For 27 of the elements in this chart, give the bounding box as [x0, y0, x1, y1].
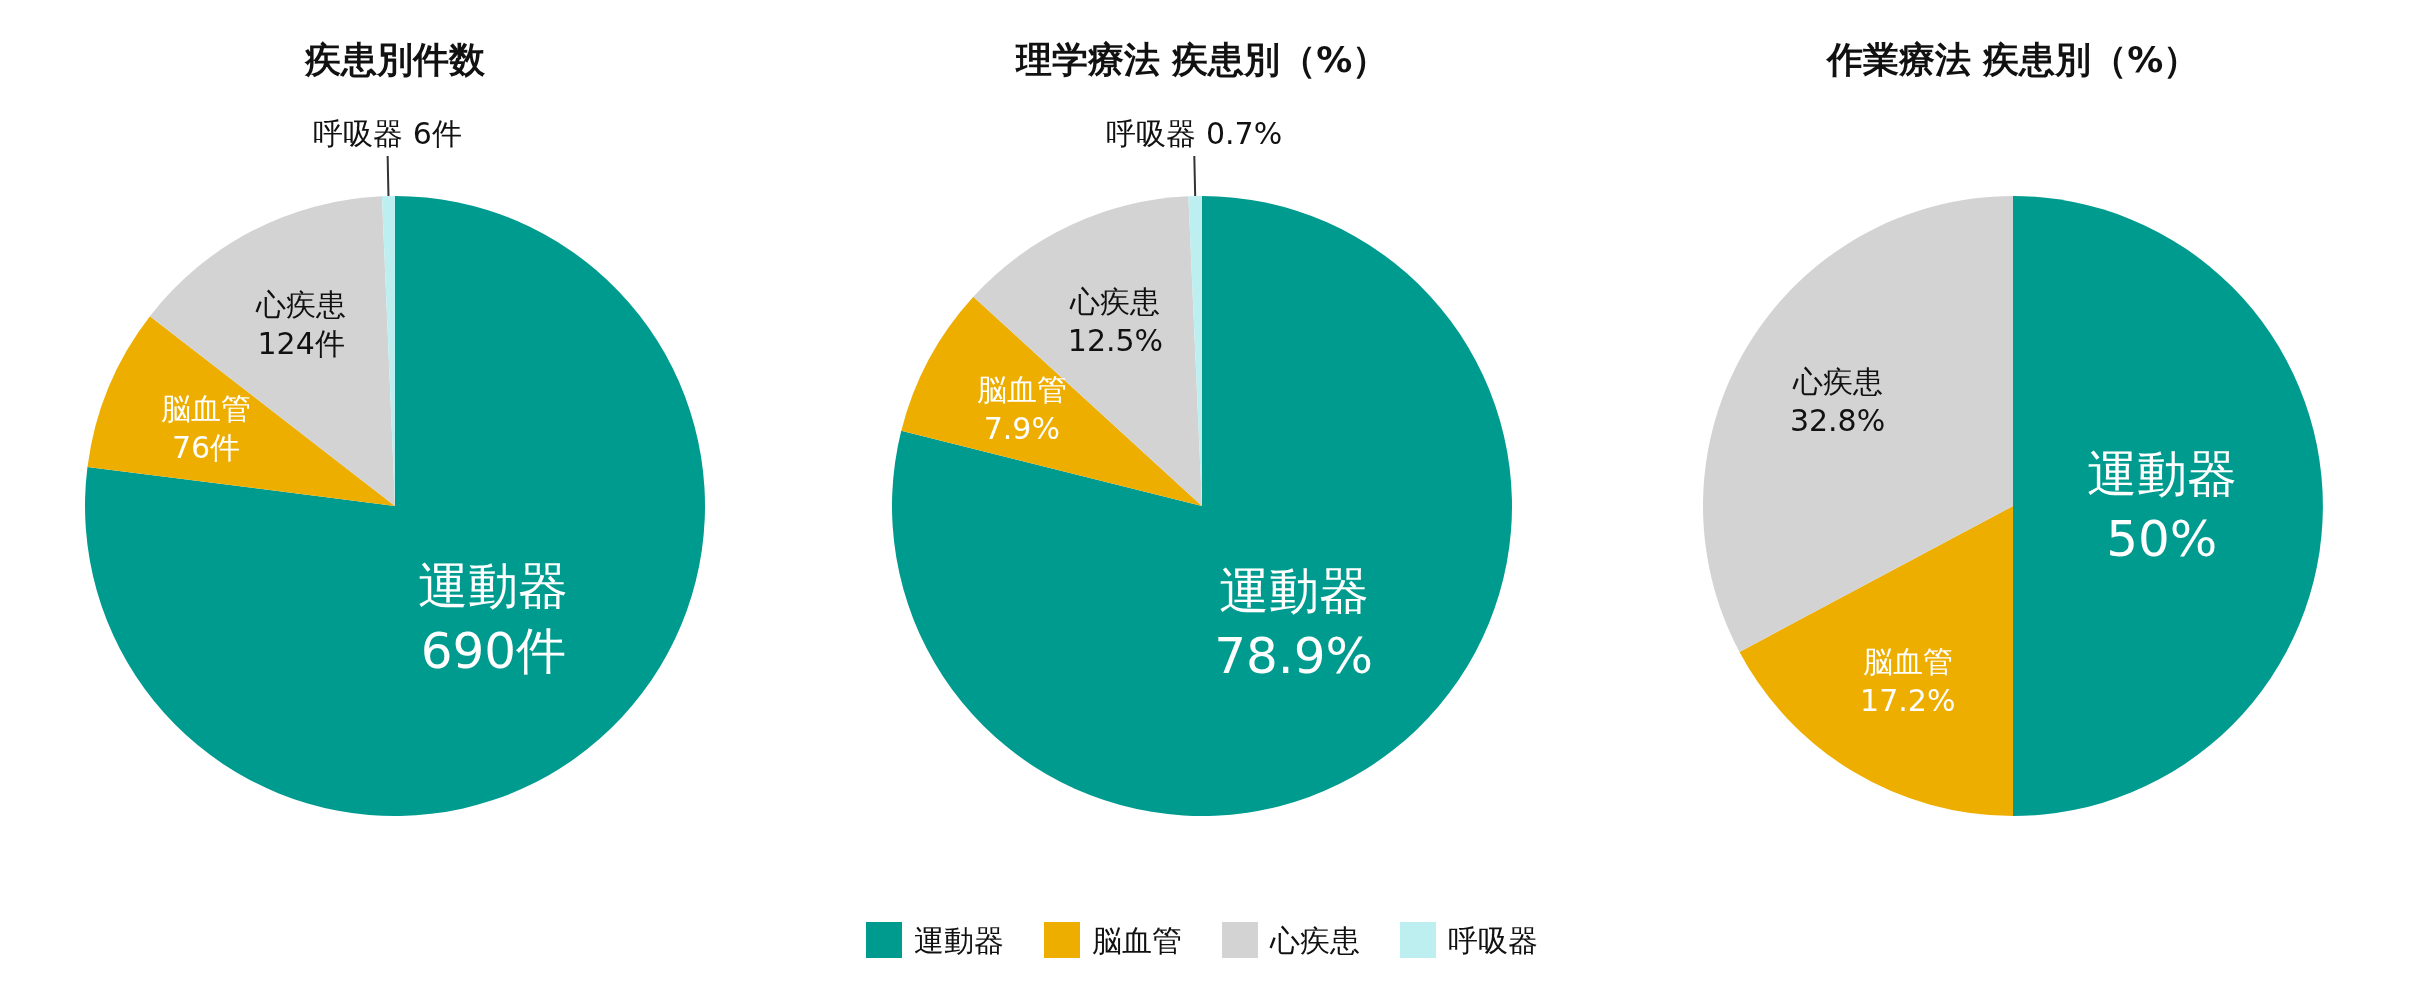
legend-label: 心疾患: [1269, 922, 1360, 958]
data-label: 7.9%: [983, 411, 1060, 447]
data-label: 50%: [2106, 510, 2218, 568]
chart-title: 理学療法 疾患別（%）: [1014, 39, 1389, 80]
category-label: 呼吸器 0.7%: [1106, 116, 1283, 152]
slice-label: 運動器: [418, 556, 569, 615]
chart-title: 疾患別件数: [304, 39, 486, 80]
slice-label: 心疾患: [255, 287, 347, 323]
legend-label: 運動器: [914, 922, 1004, 958]
data-label: 12.5%: [1067, 322, 1164, 358]
data-label: 76件: [171, 429, 241, 465]
data-label: 690件: [420, 621, 567, 680]
data-label: 32.8%: [1789, 402, 1886, 438]
data-label: 17.2%: [1860, 683, 1956, 719]
slice-label: 呼吸器 6件: [313, 116, 462, 152]
slice-label: 脳血管: [160, 390, 251, 426]
slice-label: 脳血管: [976, 372, 1067, 408]
legend-label: 呼吸器: [1448, 922, 1538, 958]
slice-label: 心疾患: [1069, 283, 1161, 319]
slice-label: 運動器: [2086, 445, 2237, 503]
chart-title: 作業療法 疾患別（%）: [1824, 39, 2200, 80]
legend-label: 脳血管: [1092, 922, 1182, 958]
data-label: 78.9%: [1214, 627, 1373, 686]
data-label: 124件: [257, 326, 345, 362]
slice-label: 運動器: [1218, 562, 1369, 621]
slice-label: 脳血管: [1862, 644, 1953, 680]
slice-label: 心疾患: [1791, 363, 1883, 399]
